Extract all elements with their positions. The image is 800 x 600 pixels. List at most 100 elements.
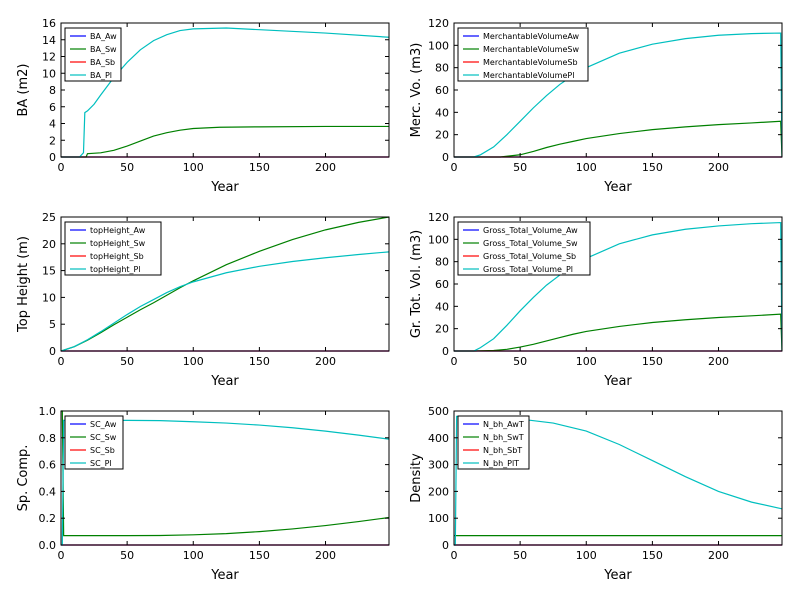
legend-label: topHeight_Sw bbox=[90, 239, 146, 248]
y-tick-label: 200 bbox=[428, 485, 449, 498]
x-tick-label: 0 bbox=[451, 355, 458, 368]
x-axis-label: Year bbox=[210, 374, 239, 389]
y-tick-label: 0.6 bbox=[39, 459, 57, 472]
y-tick-label: 120 bbox=[428, 17, 449, 30]
legend-label: N_bh_SwT bbox=[483, 433, 524, 442]
legend-label: MerchantableVolumeAw bbox=[483, 32, 580, 41]
x-axis-label: Year bbox=[210, 180, 239, 195]
x-tick-label: 100 bbox=[576, 161, 597, 174]
x-axis-label: Year bbox=[210, 568, 239, 583]
x-tick-label: 50 bbox=[120, 355, 134, 368]
legend-label: MerchantableVolumePl bbox=[483, 71, 574, 80]
legend-label: BA_Pl bbox=[90, 71, 112, 80]
chart-panel-4: 0 50 100 150 200 0 20 40 60 80 100 120 Year Gr. Tot. … bbox=[409, 211, 783, 389]
legend-label: MerchantableVolumeSb bbox=[483, 58, 578, 67]
y-tick-label: 0 bbox=[442, 345, 449, 358]
x-tick-label: 150 bbox=[642, 161, 663, 174]
legend-label: N_bh_PlT bbox=[483, 459, 519, 468]
legend-label: N_bh_SbT bbox=[483, 446, 522, 455]
x-tick-label: 200 bbox=[315, 549, 336, 562]
y-tick-label: 0 bbox=[442, 539, 449, 552]
series-line-SC_Pl bbox=[61, 419, 389, 546]
y-tick-label: 14 bbox=[42, 34, 56, 47]
y-tick-label: 10 bbox=[42, 67, 56, 80]
legend-label: BA_Sb bbox=[90, 58, 115, 67]
y-axis-label: Gr. Tot. Vol. (m3) bbox=[409, 230, 424, 338]
series-line-N_bh_PlT bbox=[454, 415, 782, 546]
legend-label: BA_Sw bbox=[90, 45, 117, 54]
x-tick-label: 0 bbox=[451, 549, 458, 562]
x-tick-label: 100 bbox=[183, 161, 204, 174]
x-tick-label: 50 bbox=[120, 161, 134, 174]
x-tick-label: 150 bbox=[249, 549, 270, 562]
chart-panel-5: 0 50 100 150 200 0.0 0.2 0.4 0.6 0.8 1.0 Year Sp. Co… bbox=[16, 405, 390, 583]
legend: BA_Aw BA_Sw BA_Sb BA_Pl bbox=[64, 27, 122, 82]
y-tick-label: 0.4 bbox=[39, 485, 57, 498]
legend-label: topHeight_Aw bbox=[90, 226, 146, 235]
y-tick-label: 400 bbox=[428, 432, 449, 445]
x-tick-label: 100 bbox=[576, 549, 597, 562]
x-tick-label: 200 bbox=[708, 355, 729, 368]
x-tick-label: 150 bbox=[642, 355, 663, 368]
y-tick-label: 60 bbox=[435, 84, 449, 97]
chart-panel-2: 0 50 100 150 200 0 20 40 60 80 100 120 Year Merc. Vo.… bbox=[409, 17, 783, 195]
legend-label: SC_Sw bbox=[90, 433, 117, 442]
plot-frame bbox=[453, 410, 783, 546]
y-tick-label: 25 bbox=[42, 211, 56, 224]
y-tick-label: 12 bbox=[42, 51, 56, 64]
legend-label: BA_Aw bbox=[90, 32, 117, 41]
series-line-Gross_Total_Volume_Sw bbox=[454, 313, 782, 352]
y-tick-label: 6 bbox=[49, 101, 56, 114]
series-line-topHeight_Sw bbox=[61, 216, 389, 352]
legend-label: N_bh_AwT bbox=[483, 420, 524, 429]
legend-box bbox=[457, 221, 591, 276]
x-tick-label: 50 bbox=[513, 355, 527, 368]
y-axis-label: Merc. Vo. (m3) bbox=[409, 43, 424, 138]
y-tick-label: 100 bbox=[428, 39, 449, 52]
x-tick-label: 150 bbox=[249, 355, 270, 368]
plot-frame bbox=[60, 216, 390, 352]
series-line-SC_Sw bbox=[61, 410, 389, 537]
series-line-BA_Sw bbox=[61, 125, 389, 158]
y-tick-label: 5 bbox=[49, 318, 56, 331]
y-axis-label: BA (m2) bbox=[16, 63, 31, 116]
legend-box bbox=[64, 27, 122, 82]
y-tick-label: 20 bbox=[42, 238, 56, 251]
y-tick-label: 2 bbox=[49, 134, 56, 147]
legend-label: topHeight_Sb bbox=[90, 252, 144, 261]
y-axis-label: Top Height (m) bbox=[16, 236, 31, 333]
plot-frame bbox=[60, 410, 390, 546]
y-tick-label: 20 bbox=[435, 323, 449, 336]
chart-panel-1: 0 50 100 150 200 0 2 4 6 8 10 12 14 16 Year BA (m2) BA_A… bbox=[16, 17, 390, 195]
legend: topHeight_Aw topHeight_Sw topHeight_Sb topH… bbox=[64, 221, 162, 276]
series-line-BA_Pl bbox=[61, 27, 389, 158]
x-tick-label: 0 bbox=[58, 355, 65, 368]
y-tick-label: 1.0 bbox=[39, 405, 57, 418]
series-line-topHeight_Pl bbox=[61, 251, 389, 352]
y-tick-label: 300 bbox=[428, 459, 449, 472]
x-tick-label: 50 bbox=[513, 549, 527, 562]
x-tick-label: 150 bbox=[249, 161, 270, 174]
legend-label: Gross_Total_Volume_Pl bbox=[483, 265, 573, 274]
x-tick-label: 200 bbox=[315, 161, 336, 174]
x-tick-label: 100 bbox=[576, 355, 597, 368]
y-tick-label: 8 bbox=[49, 84, 56, 97]
y-tick-label: 0 bbox=[49, 151, 56, 164]
x-tick-label: 0 bbox=[58, 549, 65, 562]
y-tick-label: 100 bbox=[428, 233, 449, 246]
legend: SC_Aw SC_Sw SC_Sb SC_Pl bbox=[64, 415, 124, 470]
x-tick-label: 0 bbox=[58, 161, 65, 174]
y-tick-label: 0.0 bbox=[39, 539, 57, 552]
y-tick-label: 0 bbox=[442, 151, 449, 164]
y-axis-label: Sp. Comp. bbox=[16, 445, 31, 512]
legend: MerchantableVolumeAw MerchantableVolumeSw… bbox=[457, 27, 589, 82]
x-tick-label: 0 bbox=[451, 161, 458, 174]
legend-label: SC_Sb bbox=[90, 446, 115, 455]
legend-box bbox=[64, 221, 162, 276]
legend-label: SC_Pl bbox=[90, 459, 112, 468]
chart-panel-3: 0 50 100 150 200 0 5 10 15 20 25 Year Top Height (m)… bbox=[16, 211, 390, 389]
x-axis-label: Year bbox=[603, 568, 632, 583]
y-tick-label: 10 bbox=[42, 291, 56, 304]
x-tick-label: 200 bbox=[708, 549, 729, 562]
